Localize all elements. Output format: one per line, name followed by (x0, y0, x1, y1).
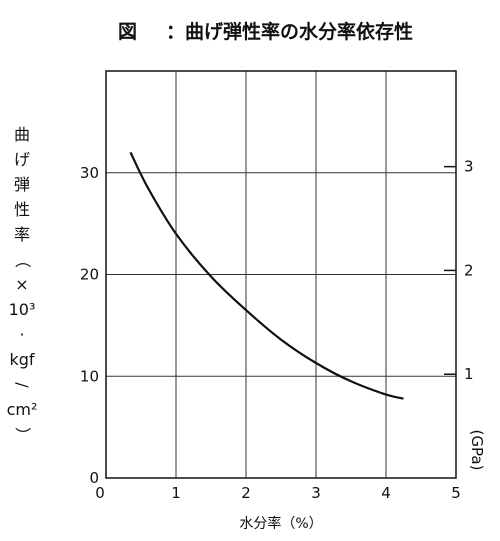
right-tick-label: 1 (464, 365, 474, 383)
y-tick-label: 0 (89, 469, 99, 487)
plot-frame (105, 70, 457, 479)
data-series (129, 151, 404, 400)
x-tick-label: 4 (381, 484, 391, 502)
y-label-char: ） (13, 427, 32, 443)
y-label-char: 弾 (14, 175, 30, 194)
series-line (129, 151, 404, 400)
x-tick-label: 5 (451, 484, 461, 502)
y-label-char: げ (14, 150, 30, 169)
y-label-char: kgf (9, 350, 34, 369)
grid-lines (106, 71, 456, 478)
chart-title: ：曲げ弾性率の水分率依存性 (166, 20, 413, 43)
x-axis-label: 水分率（%） (239, 515, 322, 532)
y-label-char: × (15, 275, 28, 294)
y-label-char: / (13, 382, 32, 388)
right-axis-unit-label: (GPa) (468, 430, 486, 471)
y-tick-label: 30 (80, 164, 99, 182)
right-tick-label: 2 (464, 261, 474, 279)
y-tick-label: 20 (80, 266, 99, 284)
y-label-char: · (19, 325, 24, 344)
y-label-char: 10³ (9, 300, 36, 319)
x-tick-label: 0 (95, 484, 105, 502)
y-axis-label: 曲げ弾性率 （ × 10³ · kgf / cm² ） (7, 125, 38, 443)
x-tick-label: 2 (241, 484, 251, 502)
y-label-char: 曲 (14, 125, 30, 144)
x-tick-label: 3 (311, 484, 321, 502)
right-tick-label: 3 (464, 158, 474, 176)
x-tick-label: 1 (171, 484, 181, 502)
axis-ticks: 0 1 2 3 4 5 0 10 20 30 1 2 3 (80, 158, 474, 502)
chart-title-prefix: 図 (118, 21, 137, 43)
y-label-char: cm² (7, 400, 38, 419)
y-label-char: （ (13, 252, 32, 268)
y-tick-label: 10 (80, 367, 99, 385)
y-label-char: 性 (14, 200, 30, 219)
y-label-char: 率 (14, 225, 30, 244)
